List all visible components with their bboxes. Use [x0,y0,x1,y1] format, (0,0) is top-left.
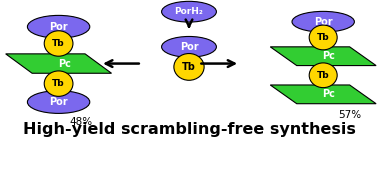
Text: Tb: Tb [182,62,196,72]
Text: Por: Por [180,42,198,52]
Circle shape [174,54,204,80]
Ellipse shape [162,36,216,57]
Ellipse shape [292,11,355,32]
Text: Pc: Pc [322,89,335,99]
Text: Por: Por [49,97,68,107]
Polygon shape [270,47,376,66]
Text: Pc: Pc [58,59,71,69]
Text: Por: Por [49,22,68,32]
Ellipse shape [28,91,90,113]
Circle shape [309,63,337,88]
Polygon shape [270,85,376,104]
Text: 57%: 57% [338,110,361,120]
Circle shape [44,31,73,56]
Text: Tb: Tb [52,39,65,48]
Text: Tb: Tb [52,79,65,88]
Text: PorH₂: PorH₂ [175,7,203,16]
Text: 48%: 48% [70,117,93,127]
Text: Tb: Tb [317,71,330,80]
Polygon shape [6,54,112,73]
Circle shape [309,25,337,50]
Ellipse shape [28,15,90,38]
Text: Pc: Pc [322,51,335,61]
Circle shape [44,71,73,96]
Text: Por: Por [314,17,333,27]
Text: Tb: Tb [317,33,330,42]
Text: High-yield scrambling-free synthesis: High-yield scrambling-free synthesis [23,122,355,137]
Ellipse shape [162,1,216,22]
